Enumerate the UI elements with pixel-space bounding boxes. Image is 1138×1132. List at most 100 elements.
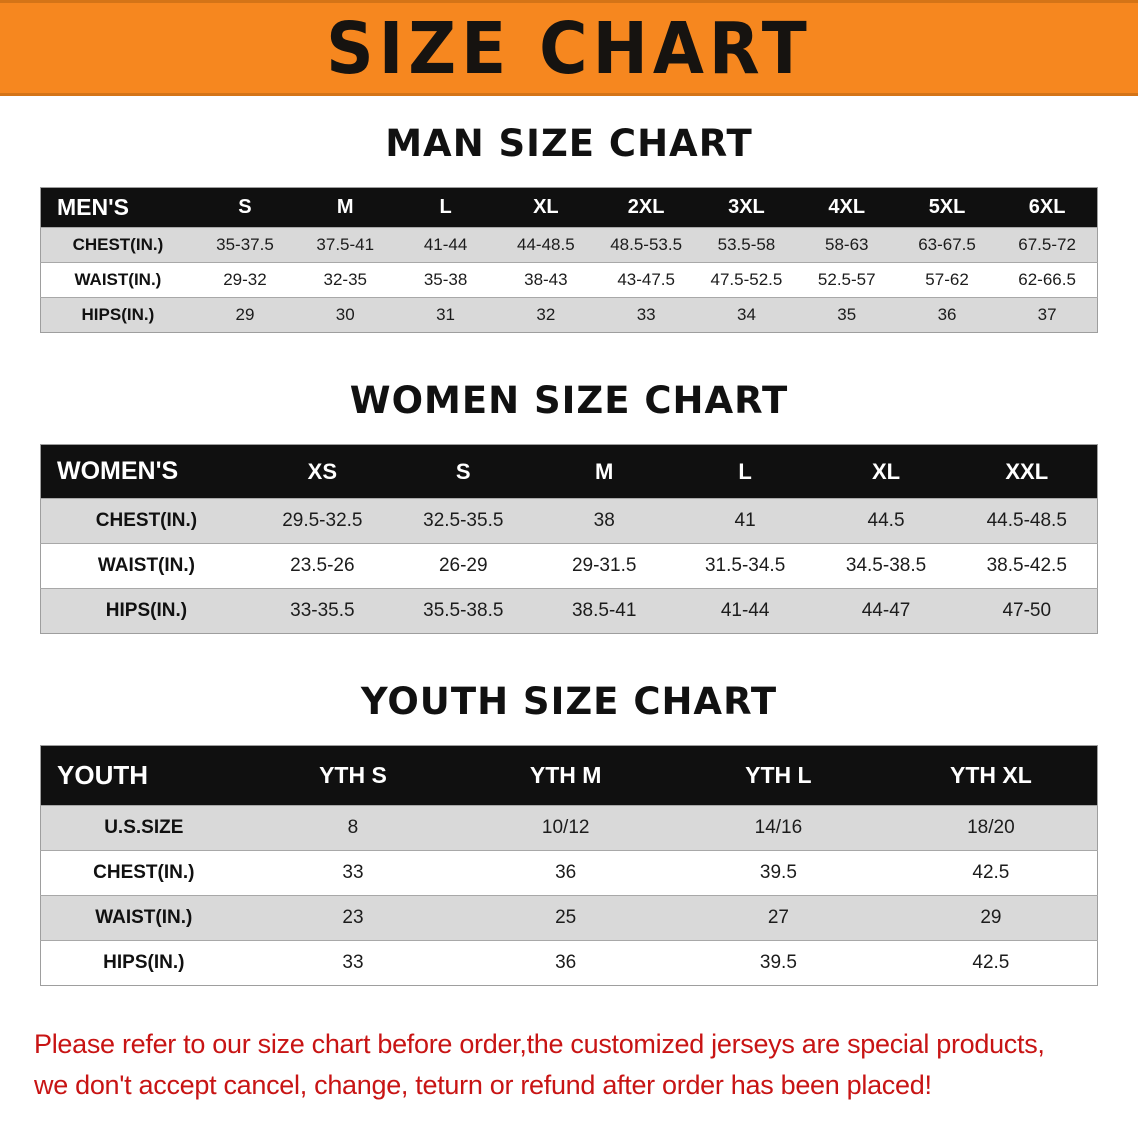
man-measurement-row: HIPS(IN.) 29 30 31 32 33 34 35 36 37 [40, 297, 1098, 333]
man-value-cell: 48.5-53.5 [596, 227, 697, 263]
man-value-cell: 35-38 [395, 262, 496, 298]
man-value-cell: 67.5-72 [997, 227, 1098, 263]
youth-value-cell: 36 [459, 850, 673, 896]
youth-table-title: YOUTH [40, 745, 247, 806]
youth-header-row: YOUTH YTH S YTH M YTH L YTH XL [40, 745, 1098, 806]
man-size-column-header: M [295, 187, 396, 228]
youth-measurement-row: HIPS(IN.) 33 36 39.5 42.5 [40, 940, 1098, 986]
disclaimer-line-1: Please refer to our size chart before or… [34, 1029, 1045, 1059]
man-measurement-row: WAIST(IN.) 29-32 32-35 35-38 38-43 43-47.5 47.… [40, 262, 1098, 298]
women-value-cell: 38.5-42.5 [956, 543, 1098, 589]
man-value-cell: 43-47.5 [596, 262, 697, 298]
man-value-cell: 52.5-57 [796, 262, 897, 298]
women-value-cell: 26-29 [392, 543, 534, 589]
man-value-cell: 53.5-58 [696, 227, 797, 263]
man-value-cell: 62-66.5 [997, 262, 1098, 298]
women-value-cell: 23.5-26 [251, 543, 393, 589]
youth-value-cell: 42.5 [884, 850, 1098, 896]
man-value-cell: 34 [696, 297, 797, 333]
man-value-cell: 31 [395, 297, 496, 333]
women-size-column-header: XXL [956, 444, 1098, 499]
youth-section: YOUTH SIZE CHART YOUTH YTH S YTH M YTH L YTH … [0, 680, 1138, 986]
man-value-cell: 63-67.5 [896, 227, 998, 263]
man-value-cell: 35-37.5 [194, 227, 296, 263]
women-row-label: HIPS(IN.) [40, 588, 252, 634]
women-value-cell: 38.5-41 [533, 588, 675, 634]
man-size-column-header: 5XL [896, 187, 998, 228]
man-value-cell: 32-35 [295, 262, 396, 298]
women-value-cell: 38 [533, 498, 675, 544]
youth-value-cell: 27 [672, 895, 885, 941]
youth-value-cell: 14/16 [672, 805, 885, 851]
disclaimer: Please refer to our size chart before or… [0, 1024, 1138, 1105]
women-value-cell: 31.5-34.5 [674, 543, 816, 589]
youth-size-table: YOUTH YTH S YTH M YTH L YTH XL U.S.SIZE 8 10/12… [40, 745, 1098, 986]
women-value-cell: 29-31.5 [533, 543, 675, 589]
man-value-cell: 35 [796, 297, 897, 333]
women-size-column-header: L [674, 444, 816, 499]
man-value-cell: 58-63 [796, 227, 897, 263]
man-value-cell: 29-32 [194, 262, 296, 298]
man-size-table: MEN'S S M L XL 2XL 3XL 4XL 5XL 6XL CHEST(IN.) 35-37… [40, 187, 1098, 333]
youth-value-cell: 29 [884, 895, 1098, 941]
women-table-title: WOMEN'S [40, 444, 252, 499]
man-size-column-header: S [194, 187, 296, 228]
man-value-cell: 41-44 [395, 227, 496, 263]
man-value-cell: 30 [295, 297, 396, 333]
women-row-label: WAIST(IN.) [40, 543, 252, 589]
page-title: SIZE CHART [326, 6, 812, 90]
women-value-cell: 41-44 [674, 588, 816, 634]
women-value-cell: 34.5-38.5 [815, 543, 957, 589]
women-value-cell: 47-50 [956, 588, 1098, 634]
sections-container: MAN SIZE CHART MEN'S S M L XL 2XL 3XL 4XL 5XL 6XL C… [0, 122, 1138, 986]
youth-size-column-header: YTH XL [884, 745, 1098, 806]
youth-value-cell: 18/20 [884, 805, 1098, 851]
women-section-heading: WOMEN SIZE CHART [349, 379, 789, 422]
man-size-column-header: 2XL [596, 187, 697, 228]
man-size-column-header: 6XL [997, 187, 1098, 228]
women-value-cell: 32.5-35.5 [392, 498, 534, 544]
women-size-table: WOMEN'S XS S M L XL XXL CHEST(IN.) 29.5-32.5 32.5… [40, 444, 1098, 634]
youth-value-cell: 33 [246, 940, 460, 986]
man-value-cell: 36 [896, 297, 998, 333]
disclaimer-line-2: we don't accept cancel, change, teturn o… [34, 1069, 932, 1100]
youth-value-cell: 33 [246, 850, 460, 896]
youth-size-column-header: YTH S [246, 745, 460, 806]
man-measurement-row: CHEST(IN.) 35-37.5 37.5-41 41-44 44-48.5 48.5… [40, 227, 1098, 263]
women-value-cell: 41 [674, 498, 816, 544]
women-measurement-row: CHEST(IN.) 29.5-32.5 32.5-35.5 38 41 44.5 44.5… [40, 498, 1098, 544]
youth-value-cell: 39.5 [672, 940, 885, 986]
youth-measurement-row: WAIST(IN.) 23 25 27 29 [40, 895, 1098, 941]
banner: SIZE CHART [0, 0, 1138, 96]
women-value-cell: 44-47 [815, 588, 957, 634]
man-value-cell: 57-62 [896, 262, 998, 298]
women-value-cell: 44.5-48.5 [956, 498, 1098, 544]
youth-value-cell: 8 [246, 805, 460, 851]
women-measurement-row: WAIST(IN.) 23.5-26 26-29 29-31.5 31.5-34.5 34… [40, 543, 1098, 589]
women-size-column-header: XS [251, 444, 393, 499]
man-section-heading: MAN SIZE CHART [385, 122, 753, 165]
women-row-label: CHEST(IN.) [40, 498, 252, 544]
youth-value-cell: 25 [459, 895, 673, 941]
man-value-cell: 32 [495, 297, 596, 333]
man-table-title: MEN'S [40, 187, 195, 228]
youth-row-label: WAIST(IN.) [40, 895, 247, 941]
women-measurement-row: HIPS(IN.) 33-35.5 35.5-38.5 38.5-41 41-44 44-… [40, 588, 1098, 634]
man-size-column-header: 3XL [696, 187, 797, 228]
man-value-cell: 38-43 [495, 262, 596, 298]
man-row-label: WAIST(IN.) [40, 262, 195, 298]
youth-value-cell: 36 [459, 940, 673, 986]
man-section: MAN SIZE CHART MEN'S S M L XL 2XL 3XL 4XL 5XL 6XL C… [0, 122, 1138, 333]
youth-size-column-header: YTH M [459, 745, 673, 806]
women-header-row: WOMEN'S XS S M L XL XXL [40, 444, 1098, 499]
women-value-cell: 33-35.5 [251, 588, 393, 634]
man-value-cell: 47.5-52.5 [696, 262, 797, 298]
youth-value-cell: 10/12 [459, 805, 673, 851]
man-value-cell: 44-48.5 [495, 227, 596, 263]
youth-measurement-row: CHEST(IN.) 33 36 39.5 42.5 [40, 850, 1098, 896]
youth-section-heading: YOUTH SIZE CHART [360, 680, 778, 723]
man-size-column-header: L [395, 187, 496, 228]
man-value-cell: 33 [596, 297, 697, 333]
man-value-cell: 37.5-41 [295, 227, 396, 263]
